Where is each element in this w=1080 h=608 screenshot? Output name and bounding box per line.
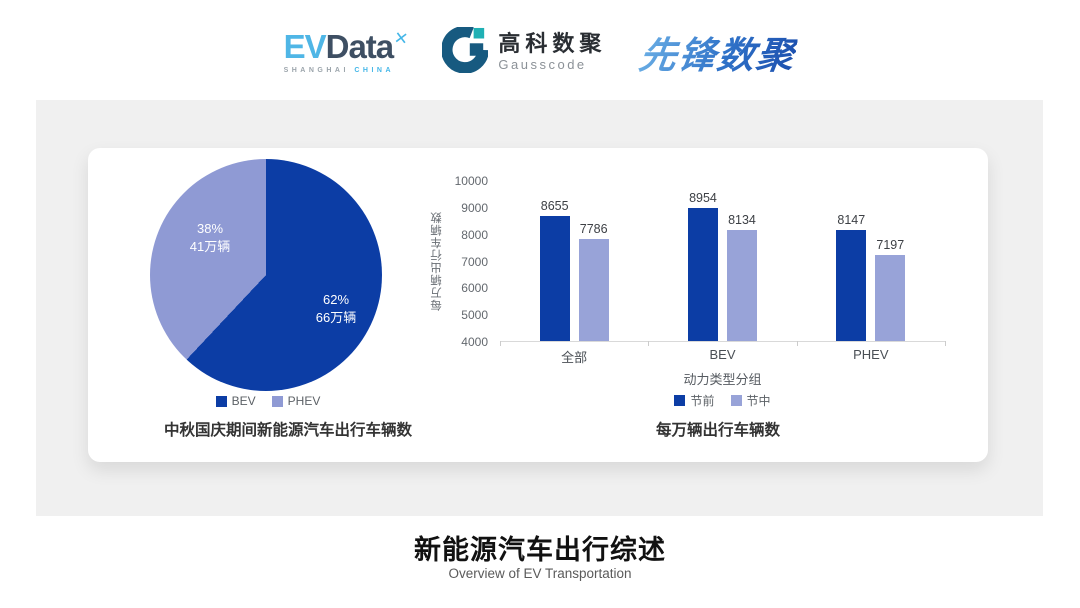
phev-value: 41万辆 [189, 238, 231, 254]
evdata-ev-text: EV [283, 28, 327, 65]
pie-chart-title: 中秋国庆期间新能源汽车出行车辆数 [163, 422, 412, 439]
bar-chart-title: 每万辆出行车辆数 [655, 422, 780, 439]
bar-with-label: 8147 [836, 212, 867, 341]
evdata-shanghai: SHANGHAI [283, 67, 349, 74]
pie-label-phev: 38% 41万辆 [168, 220, 252, 255]
evdata-wordmark: EV Data ✕ [283, 28, 410, 65]
bar-with-label: 7197 [875, 238, 906, 341]
bar [726, 230, 757, 341]
pie-chart: 38% 41万辆 62% 66万辆 [150, 159, 382, 391]
legend-swatch [215, 395, 227, 407]
legend-item: BEV [215, 394, 256, 408]
bar-group: 8954 8134 [648, 180, 796, 341]
bar-x-axis-label: 动力类型分组 [683, 372, 762, 387]
bar-with-label: 7786 [578, 222, 609, 341]
legend-swatch [271, 395, 283, 407]
pie-label-bev: 62% 66万辆 [292, 291, 380, 326]
bar [539, 216, 570, 341]
bev-percent: 62% [322, 292, 350, 307]
gausscode-g-icon [441, 25, 490, 78]
legend-item: 节中 [730, 392, 771, 409]
evdata-logo: EV Data ✕ SHANGHAI CHINA [283, 28, 410, 74]
bar [836, 229, 867, 341]
x-axis-tick [500, 341, 501, 346]
legend-swatch [674, 395, 686, 406]
gausscode-logo: 高科数聚 Gausscode [441, 25, 607, 78]
y-tick-label: 10000 [454, 174, 488, 188]
xianfeng-logo: 先锋数聚 [637, 25, 801, 79]
bar-value-label: 8655 [540, 199, 569, 214]
bar-x-axis-categories: 全部 BEV PHEV [500, 347, 945, 366]
x-axis-tick [945, 341, 946, 346]
bar-value-label: 8147 [837, 212, 866, 227]
bar [875, 255, 906, 341]
y-tick-label: 8000 [461, 227, 488, 242]
evdata-china: CHINA [354, 67, 395, 74]
bar-plot-area: 8655 7786 8954 8134 8147 7197 [500, 180, 946, 346]
legend-label: 节中 [746, 394, 771, 408]
bar-value-label: 8954 [689, 191, 717, 206]
y-tick-label: 6000 [461, 281, 488, 296]
bar-chart-section: 每万辆出行车辆数 10000 9000 8000 7000 6000 5000 4000 8… [428, 148, 988, 462]
pie-chart-section: 38% 41万辆 62% 66万辆 BEV PHEV 中秋国庆期间新能源汽车出行车… [88, 148, 488, 462]
bev-value: 66万辆 [315, 309, 357, 325]
phev-percent: 38% [196, 221, 224, 236]
y-tick-label: 7000 [461, 254, 488, 269]
evdata-data-text: Data [325, 28, 395, 65]
legend-item: PHEV [271, 394, 321, 408]
bar-with-label: 8954 [687, 191, 718, 341]
page-title: 新能源汽车出行综述 [414, 535, 666, 565]
x-axis-tick [796, 341, 798, 346]
legend-item: 节前 [674, 392, 715, 409]
gausscode-en: Gausscode [498, 57, 587, 73]
x-category-label: PHEV [853, 347, 889, 362]
x-category-label: BEV [709, 347, 736, 362]
x-axis-tick [648, 341, 650, 346]
gausscode-cn: 高科数聚 [498, 30, 607, 56]
legend-label: 节前 [690, 394, 715, 408]
legend-label: BEV [231, 394, 256, 408]
bar-value-label: 7197 [876, 238, 905, 253]
bar-with-label: 8655 [539, 199, 570, 341]
bar-groups: 8655 7786 8954 8134 8147 7197 [500, 180, 945, 341]
legend-swatch [730, 395, 742, 406]
y-tick-label: 9000 [461, 200, 488, 215]
evdata-subtext: SHANGHAI CHINA [284, 67, 394, 74]
logo-bar: EV Data ✕ SHANGHAI CHINA 高科数聚 Gausscode 先锋… [0, 14, 1080, 90]
bar-with-label: 8134 [726, 213, 757, 341]
legend-label: PHEV [287, 394, 321, 408]
bar [687, 208, 718, 341]
page-subtitle: Overview of EV Transportation [448, 566, 632, 581]
bar-value-label: 7786 [579, 222, 608, 237]
y-tick-label: 4000 [461, 335, 488, 349]
bar-legend: 节前 节中 [500, 392, 945, 409]
evdata-x-icon: ✕ [392, 28, 410, 49]
x-category-label: 全部 [561, 350, 588, 365]
bar-group: 8147 7197 [797, 180, 945, 341]
bar-group: 8655 7786 [500, 180, 648, 341]
gausscode-text: 高科数聚 Gausscode [498, 30, 607, 73]
bar-y-axis-ticks: 10000 9000 8000 7000 6000 5000 4000 [446, 174, 492, 349]
charts-card: 38% 41万辆 62% 66万辆 BEV PHEV 中秋国庆期间新能源汽车出行车… [88, 148, 988, 462]
pie-legend: BEV PHEV [88, 394, 448, 408]
bar-value-label: 8134 [728, 213, 756, 228]
bar [578, 239, 609, 341]
bar-y-axis-label: 每万辆出行车辆数 [431, 211, 443, 312]
y-tick-label: 5000 [461, 308, 488, 323]
